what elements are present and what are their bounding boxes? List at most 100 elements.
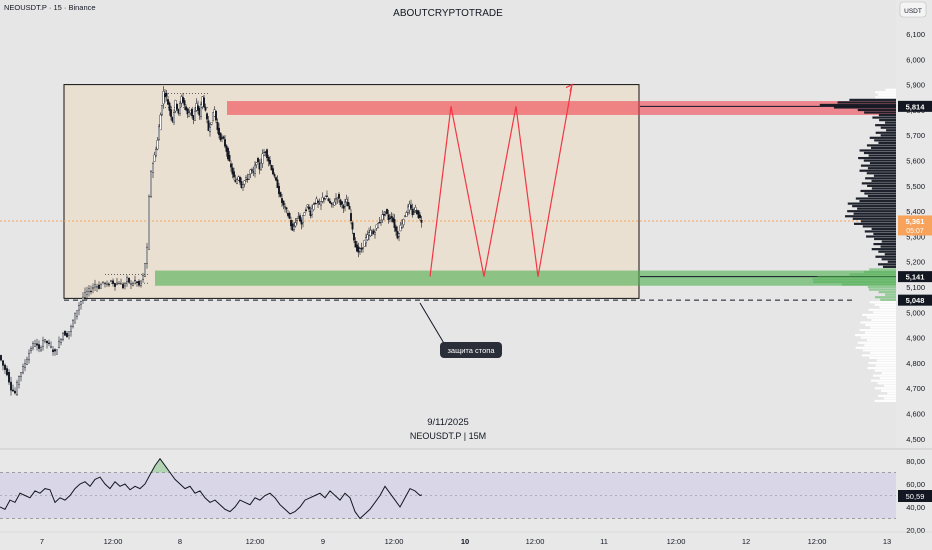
volume-profile-bar [878,291,896,294]
candle-body [40,347,43,351]
candle-body [276,179,279,188]
volume-profile-bar [874,296,896,299]
candle-body [288,213,291,219]
support-zone[interactable] [155,270,896,286]
candle-body [205,113,208,120]
volume-profile-bar [864,270,896,274]
volume-profile-bar [857,108,896,112]
candle-body [95,286,98,288]
forecast-path[interactable] [429,84,573,277]
volume-profile-bar [874,139,896,142]
volume-profile-bar [877,93,896,96]
time-axis[interactable]: 7 12:00 8 12:00 9 12:00 10 12:00 11 12:00 12 12:00 1… [40,537,891,546]
candle-body [71,320,74,327]
candle-body [282,200,285,206]
symbol-info[interactable]: NEOUSDT.P · 15 · Binance [4,3,96,12]
volume-profile-bar [859,149,896,152]
resistance-zone[interactable] [227,101,896,115]
candle-body [175,104,178,110]
volume-profile-bar [869,136,896,139]
volume-profile-bar [867,167,896,170]
candle-body [413,211,416,213]
volume-profile-bar [869,268,896,271]
candle-body [241,184,244,188]
candle-body [42,340,45,347]
currency-button[interactable] [899,1,927,18]
volume-profile-bar [871,179,896,182]
volume-profile-bar [877,263,896,266]
volume-profile [812,88,896,403]
annotation-box[interactable] [440,342,502,358]
candle-body [270,165,273,171]
volume-profile-bar [867,366,896,370]
candle-body [162,91,165,105]
candle-body [260,162,263,171]
price-tick-label: 4,600 [906,410,925,419]
price-badge-support [898,271,932,283]
candle-body [50,346,53,348]
price-tick-label: 5,500 [906,182,925,191]
candle-body [9,381,12,391]
candle-body [419,214,422,219]
candle-body [386,209,389,214]
candle-body [193,111,196,121]
volume-profile-bar [887,392,896,395]
price-badge-label: 5,048 [906,296,925,305]
price-tick-label: 5,600 [906,157,925,166]
candle-body [420,220,423,223]
price-tick-label: 6,100 [906,30,925,39]
volume-profile-bar [868,308,896,311]
rsi-line[interactable] [0,457,423,520]
candle-body [326,195,329,197]
candle-body [168,102,171,111]
candle-body [20,372,23,377]
candle-body [308,206,311,210]
volume-profile-bar [868,361,896,365]
candle-body [255,162,258,165]
volume-profile-bar [819,103,896,107]
time-tick-label: 12:00 [246,537,265,546]
candle-body [341,201,344,205]
candle-body [113,283,116,287]
candle-body [344,201,347,207]
candle-body [393,219,396,228]
rsi-tick-label: 60,00 [906,480,925,489]
candle-body [253,164,256,174]
candle-body [226,148,229,160]
rsi-axis[interactable]: 80,00 60,00 40,00 20,00 [906,457,925,535]
candle-body [34,343,37,347]
volume-profile-bar [884,253,896,256]
candle-body [320,201,323,206]
volume-profile-bar [870,351,896,354]
candle-body [229,163,232,168]
candle-body [156,139,159,150]
candle-body [204,106,207,111]
volume-profile-bar [860,189,896,193]
candle-body [26,358,29,365]
time-tick-label: 12:00 [808,537,827,546]
candle-body [216,121,219,131]
candle-body [5,368,8,376]
volume-profile-bar [855,197,896,200]
time-tick-label: 12:00 [667,537,686,546]
volume-profile-bar [867,184,896,187]
volume-profile-bar [871,227,896,231]
time-tick-label: 12:00 [104,537,123,546]
candle-body [87,288,90,293]
candle-body [133,279,136,282]
price-tick-label: 5,000 [906,308,925,317]
candle-body [266,149,269,158]
candle-body [62,332,65,340]
volume-profile-bar [874,237,896,241]
volume-profile-bar [866,316,896,319]
volume-profile-bar [862,225,896,228]
candle-body [362,247,365,249]
volume-profile-bar [860,164,896,167]
candle-body [69,326,72,332]
candle-body [350,213,353,222]
volume-profile-bar [860,336,896,339]
volume-profile-bar [852,205,896,208]
candle-body [217,127,220,136]
volume-profile-bar [861,354,896,357]
